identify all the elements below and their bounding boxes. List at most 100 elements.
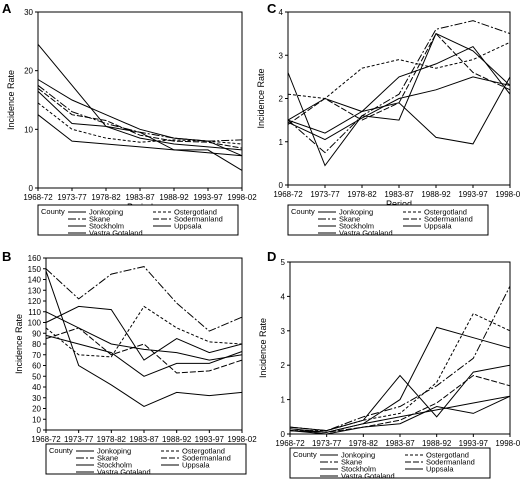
chart-b-y-tick-label: 70: [32, 351, 41, 360]
panel-a-chart: A 0 10 20 30 1968-72 1973-77 1978-82 1983-87 1988…: [2, 1, 257, 238]
chart-d-legend-entry: Sodermanland: [426, 458, 475, 467]
chart-b-y-axis-title: Incidence Rate: [14, 314, 24, 374]
chart-b-series-line: [45, 266, 243, 332]
chart-c-legend-entry: Vastra Gotaland: [339, 229, 393, 238]
chart-a-legend-entry: Vastra Gotaland: [89, 229, 143, 238]
chart-a-legend-entry: Sodermanland: [174, 215, 223, 224]
chart-b-y-tick-label: 160: [28, 254, 42, 263]
chart-c-series-line: [287, 20, 511, 154]
chart-a-y-axis-title: Incidence Rate: [6, 70, 16, 130]
chart-b-y-tick-label: 0: [37, 426, 42, 435]
chart-c-legend-entry: Stockholm: [339, 222, 374, 231]
chart-a-legend-entry: Ostergotland: [174, 208, 217, 217]
chart-d-legend-box: [289, 447, 491, 479]
chart-b-x-tick-label: 1968-72: [31, 435, 61, 444]
chart-c-legend-entry: Ostergotland: [424, 208, 467, 217]
chart-a-y-tick-label: 30: [24, 8, 33, 17]
chart-c-y-tick-label: 0: [279, 181, 284, 190]
chart-c-legend-title: County: [291, 207, 315, 216]
chart-a-x-tick-label: 1983-87: [125, 193, 155, 202]
chart-c-x-axis-title: Period: [386, 199, 412, 209]
chart-c-y-tick-label: 4: [279, 8, 284, 17]
chart-d-x-tick-label: 1998-02: [495, 439, 520, 448]
chart-b-y-tick-label: 40: [32, 383, 41, 392]
chart-b-series-line: [45, 305, 243, 361]
chart-a-x-tick-label: 1998-02: [227, 193, 257, 202]
chart-c-x-tick-label: 1978-82: [347, 190, 377, 199]
chart-d-series-line: [289, 395, 511, 435]
chart-b-x-tick-label: 1993-97: [195, 435, 225, 444]
chart-d-y-axis-title: Incidence Rate: [258, 318, 268, 378]
chart-b-y-tick-label: 130: [28, 286, 42, 295]
chart-a-series-line: [37, 87, 243, 149]
chart-d-series-line: [290, 312, 511, 432]
chart-a-legend-entry: Uppsala: [174, 222, 202, 231]
chart-a-legend-title: County: [41, 207, 65, 216]
chart-b-y-tick-label: 90: [32, 329, 41, 338]
chart-c-panel-letter: C: [267, 1, 277, 16]
chart-b-legend-entry: Sodermanland: [182, 454, 231, 463]
chart-b-legend-entry: Skane: [97, 454, 118, 463]
chart-c-legend-box: [287, 204, 489, 236]
chart-b-x-tick-label: 1978-82: [97, 435, 127, 444]
chart-d-x-tick-label: 1983-87: [385, 439, 415, 448]
chart-d-legend-entry: Vastra Gotaland: [341, 472, 395, 481]
chart-d-x-tick-label: 1973-77: [312, 439, 342, 448]
chart-c-legend-entry: Jonkoping: [339, 208, 373, 217]
chart-d-panel-letter: D: [267, 249, 276, 264]
chart-d-x-tick-label: 1968-72: [275, 439, 305, 448]
chart-c-x-tick-label: 1968-72: [273, 190, 303, 199]
chart-d-plot-frame: [289, 261, 511, 435]
chart-d-y-tick-label: 0: [281, 430, 286, 439]
chart-b-y-tick-label: 60: [32, 362, 41, 371]
chart-c-y-tick-label: 1: [279, 138, 284, 147]
chart-b-legend-entry: Ostergotland: [182, 447, 225, 456]
chart-b-y-tick-label: 20: [32, 405, 41, 414]
chart-c-legend-entry: Sodermanland: [424, 215, 473, 224]
chart-d-legend-entry: Jonkoping: [341, 451, 375, 460]
chart-d-y-tick-label: 2: [281, 361, 286, 370]
chart-b-legend-title: County: [49, 446, 73, 455]
chart-b-series-line: [45, 311, 243, 361]
chart-c-y-tick-label: 2: [279, 95, 284, 104]
chart-a-legend-entry: Skane: [89, 215, 110, 224]
chart-d-legend-entry: Uppsala: [426, 465, 454, 474]
chart-b-series-line: [45, 270, 243, 407]
chart-a-series-line: [37, 114, 243, 157]
chart-b-y-tick-label: 120: [28, 297, 42, 306]
chart-a-plot-frame: [37, 11, 243, 189]
panel-d-chart: D 0 1 2 3 4 5 1968-72 1973-77 1978-82 1983-87 1988-…: [258, 249, 520, 481]
chart-b-y-tick-label: 50: [32, 372, 41, 381]
chart-b-legend-entry: Stockholm: [97, 461, 132, 470]
chart-a-y-tick-label: 20: [24, 67, 33, 76]
chart-c-x-tick-label: 1973-77: [310, 190, 340, 199]
chart-c-legend-entry: Skane: [339, 215, 360, 224]
chart-c-x-tick-label: 1993-97: [458, 190, 488, 199]
chart-b-legend-entry: Uppsala: [182, 461, 210, 470]
chart-d-y-tick-label: 4: [281, 292, 286, 301]
chart-b-series-line: [45, 327, 243, 374]
chart-a-legend-entry: Stockholm: [89, 222, 124, 231]
chart-a-x-tick-label: 1973-77: [57, 193, 87, 202]
chart-a-x-tick-label: 1978-82: [91, 193, 121, 202]
chart-a-legend-entry: Jonkoping: [89, 208, 123, 217]
chart-a-y-tick-label: 10: [24, 125, 33, 134]
chart-d-series-line: [289, 364, 511, 432]
chart-b-y-tick-label: 150: [28, 265, 42, 274]
chart-a-y-tick-label: 0: [29, 184, 34, 193]
chart-d-x-tick-label: 1978-82: [349, 439, 379, 448]
chart-b-legend-box: [45, 443, 247, 475]
chart-b-x-tick-label: 1998-02: [227, 435, 257, 444]
chart-b-plot-frame: [45, 257, 243, 431]
chart-a-legend-box: [37, 204, 239, 236]
chart-b-x-tick-label: 1973-77: [64, 435, 94, 444]
chart-b-y-tick-label: 80: [32, 340, 41, 349]
chart-d-series-line: [289, 395, 511, 433]
chart-b-y-tick-label: 100: [28, 319, 42, 328]
chart-d-series-line: [289, 285, 511, 432]
chart-c-series-line: [287, 45, 511, 121]
chart-d-y-tick-label: 3: [281, 327, 286, 336]
chart-c-series-line: [287, 76, 511, 141]
chart-a-series-line: [37, 43, 243, 171]
chart-d-legend-entry: Ostergotland: [426, 451, 469, 460]
